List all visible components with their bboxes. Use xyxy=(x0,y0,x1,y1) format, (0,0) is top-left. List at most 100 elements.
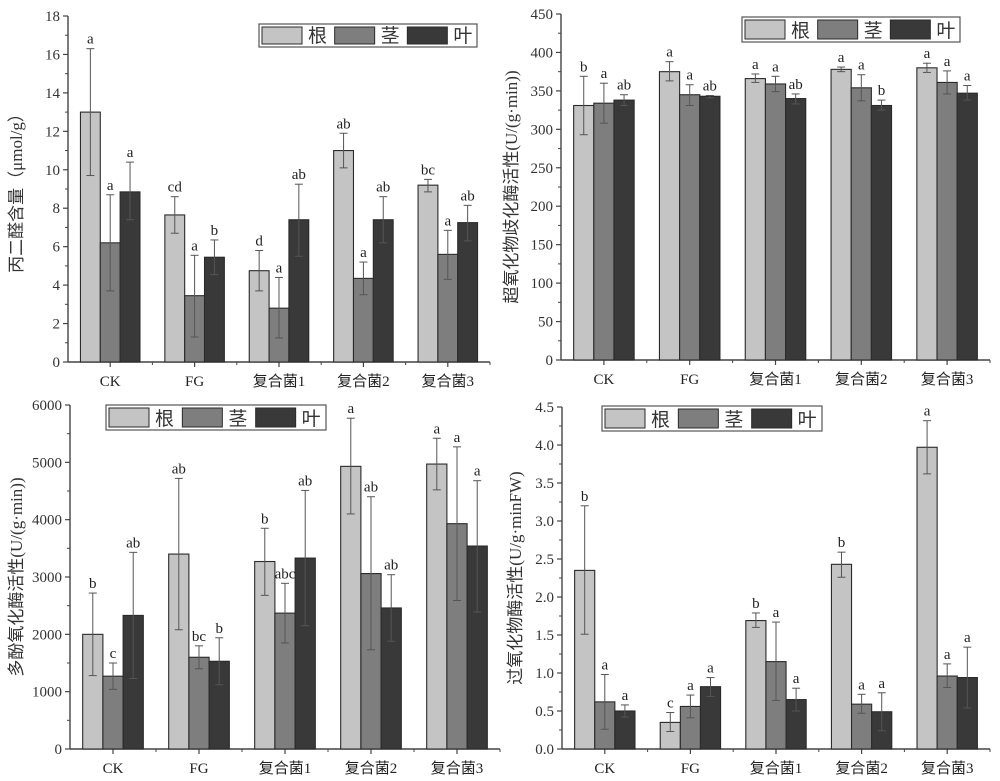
significance-label: c xyxy=(667,696,674,712)
y-tick-label: 400 xyxy=(531,45,554,61)
error-bar xyxy=(129,551,138,679)
y-tick-label: 0 xyxy=(55,742,63,758)
legend: 根茎叶 xyxy=(258,23,478,48)
error-bar xyxy=(599,82,608,124)
x-tick-label: 复合菌2 xyxy=(337,372,390,390)
x-tick-label: FG xyxy=(185,374,204,390)
x-tick-label: 复合菌2 xyxy=(345,759,398,777)
significance-label: a xyxy=(964,69,971,85)
significance-label: ab xyxy=(364,480,378,496)
y-tick-label: 1.0 xyxy=(535,666,554,682)
bar-sod-3-1 xyxy=(850,87,872,361)
significance-label: ab xyxy=(384,558,398,574)
x-tick-label: CK xyxy=(103,761,124,777)
error-bar xyxy=(379,196,388,244)
error-bar xyxy=(109,662,117,690)
bar-pod-4-0 xyxy=(916,446,938,750)
legend-swatch xyxy=(406,26,448,45)
y-tick-label: 2.5 xyxy=(535,552,554,568)
significance-label: a xyxy=(964,630,971,646)
error-bar xyxy=(260,527,269,596)
significance-label: a xyxy=(107,178,114,194)
error-bar xyxy=(620,94,629,106)
x-tick-label: FG xyxy=(681,761,700,777)
y-tick-label: 3.5 xyxy=(535,476,554,492)
x-tick-label: 复合菌3 xyxy=(422,372,475,390)
error-bar xyxy=(877,99,886,111)
y-tick-label: 6000 xyxy=(32,398,62,414)
bar-mda-4-0 xyxy=(417,184,439,363)
significance-label: ab xyxy=(172,461,186,477)
y-tick-label: 250 xyxy=(531,161,554,177)
x-tick-label: 复合菌1 xyxy=(749,370,802,388)
y-tick-label: 350 xyxy=(531,84,554,100)
y-tick-label: 0.5 xyxy=(535,704,554,720)
y-axis-title: 多酚氧化酶活性(U/(g·min)) xyxy=(7,477,26,676)
significance-label: a xyxy=(924,46,931,62)
legend-swatch xyxy=(334,26,376,45)
error-bar xyxy=(195,645,203,670)
bar-sod-0-1 xyxy=(593,102,615,361)
bar-sod-0-0 xyxy=(573,104,595,361)
significance-label: a xyxy=(924,404,931,420)
y-tick-label: 2 xyxy=(53,317,61,333)
legend: 根茎叶 xyxy=(105,404,327,431)
error-bar xyxy=(106,194,115,292)
significance-label: b xyxy=(752,596,760,612)
y-tick-label: 450 xyxy=(531,7,554,23)
bar-ppo-4-0 xyxy=(426,463,448,750)
significance-label: ab xyxy=(292,167,306,183)
significance-label: a xyxy=(878,676,885,692)
bar-pod-3-0 xyxy=(830,563,853,750)
significance-label: a xyxy=(474,464,481,480)
significance-label: a xyxy=(838,50,845,66)
error-bar xyxy=(443,229,452,280)
bar-mda-4-2 xyxy=(457,222,479,363)
y-axis-title: 过氧化物酶活性(U/g·minFW) xyxy=(506,471,525,684)
legend-swatch xyxy=(889,19,931,40)
y-axis-title: 丙二醛含量（μmol/g） xyxy=(7,105,26,273)
chart-panel-mda: 024681012141618丙二醛含量（μmol/g）CKaaaFGcdab复… xyxy=(7,9,491,390)
chart-panel-ppo: 0 1000 2000 3000 4000 5000 6000 多酚氧化酶活性(U/(g·mi… xyxy=(7,398,501,777)
legend-swatch xyxy=(751,408,793,429)
error-bar xyxy=(88,592,97,677)
bar-mda-1-0 xyxy=(164,214,186,363)
y-tick-label: 50 xyxy=(538,315,553,331)
y-tick-label: 0.0 xyxy=(535,742,554,758)
error-bar xyxy=(665,61,674,82)
legend-label: 叶 xyxy=(302,408,321,430)
y-tick-label: 2000 xyxy=(32,627,62,643)
significance-label: ab xyxy=(617,78,631,94)
y-tick-label: 5000 xyxy=(32,455,62,471)
significance-label: b xyxy=(211,223,219,239)
bar-sod-4-2 xyxy=(956,92,978,361)
error-bar xyxy=(387,574,396,642)
bar-ppo-1-1 xyxy=(188,656,210,750)
significance-label: a xyxy=(433,421,440,437)
x-tick-label: 复合菌3 xyxy=(921,370,974,388)
y-tick-label: 0 xyxy=(546,353,554,369)
y-tick-label: 12 xyxy=(45,124,60,140)
y-tick-label: 0 xyxy=(53,355,61,371)
error-bar xyxy=(215,637,224,686)
legend-swatch xyxy=(108,407,150,428)
error-bar xyxy=(922,62,931,73)
error-bar xyxy=(453,446,461,602)
significance-label: ab xyxy=(336,116,350,132)
legend-swatch xyxy=(744,19,786,40)
y-tick-label: 4.0 xyxy=(535,438,554,454)
significance-label: ab xyxy=(703,79,717,95)
error-bar xyxy=(963,646,972,709)
bar-sod-1-0 xyxy=(658,71,681,361)
y-tick-label: 6 xyxy=(53,240,61,256)
error-bar xyxy=(685,84,694,106)
y-tick-label: 300 xyxy=(531,122,554,138)
legend-label: 茎 xyxy=(864,20,883,42)
y-tick-label: 4000 xyxy=(32,513,62,529)
significance-label: b xyxy=(878,83,886,99)
y-tick-label: 1.5 xyxy=(535,628,554,644)
significance-label: b xyxy=(89,576,97,592)
bar-sod-3-2 xyxy=(870,104,893,361)
y-tick-label: 16 xyxy=(45,47,61,63)
